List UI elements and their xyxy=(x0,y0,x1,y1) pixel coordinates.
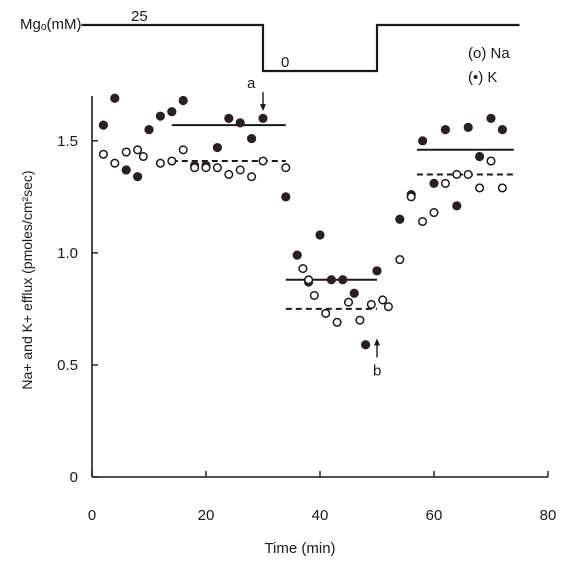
mg-trace-label: Mgₒ(mM) xyxy=(20,16,81,33)
annotation-arrow-head xyxy=(260,104,266,112)
mg-trace xyxy=(81,23,520,73)
k-data-point xyxy=(315,230,325,240)
na-data-point xyxy=(309,290,319,301)
na-data-point xyxy=(366,299,376,309)
k-data-point xyxy=(258,113,268,124)
k-data-point xyxy=(418,136,428,146)
na-data-point xyxy=(98,149,108,159)
mg-trace-value: 25 xyxy=(131,8,148,25)
na-data-point xyxy=(201,163,211,173)
na-data-point xyxy=(463,169,473,179)
y-tick-label: 1.5 xyxy=(57,133,78,150)
na-data-point xyxy=(486,156,496,166)
na-data-point xyxy=(497,183,507,193)
data-points xyxy=(98,93,507,350)
k-data-point xyxy=(235,118,245,128)
na-data-point xyxy=(138,151,148,162)
na-data-point xyxy=(395,255,405,265)
k-data-point xyxy=(144,125,154,135)
k-data-point xyxy=(463,122,473,132)
na-data-point xyxy=(235,165,245,175)
k-data-point xyxy=(429,178,439,189)
na-data-point xyxy=(224,169,234,179)
na-data-point xyxy=(440,178,450,188)
k-data-point xyxy=(110,93,120,103)
k-data-point xyxy=(486,113,496,124)
k-data-point xyxy=(167,107,177,117)
k-data-point xyxy=(212,142,222,153)
na-data-point xyxy=(247,172,257,182)
k-data-point xyxy=(178,95,188,106)
k-data-point xyxy=(281,192,291,202)
x-axis-label: Time (min) xyxy=(264,540,335,557)
na-data-point xyxy=(475,183,485,193)
k-data-point xyxy=(292,250,302,260)
na-data-point xyxy=(155,158,165,168)
na-data-point xyxy=(332,317,342,327)
k-data-point xyxy=(361,340,371,350)
na-data-point xyxy=(212,163,222,173)
y-tick-label: 1.0 xyxy=(57,245,78,262)
x-tick-label: 60 xyxy=(426,507,443,524)
y-axis-label: Na+ and K+ efflux (pmoles/cm²sec) xyxy=(19,170,35,389)
k-data-point xyxy=(440,125,450,135)
na-data-point xyxy=(121,147,131,157)
k-data-point xyxy=(224,113,234,124)
na-data-point xyxy=(429,207,439,218)
na-data-point xyxy=(383,302,393,312)
na-data-point xyxy=(281,163,291,173)
x-tick-label: 0 xyxy=(88,507,96,524)
k-data-point xyxy=(326,275,336,285)
na-data-point xyxy=(378,295,388,305)
na-data-point xyxy=(298,264,308,274)
na-data-point xyxy=(343,297,354,307)
x-axis-ticks: 0 20 40 60 80 xyxy=(88,471,557,524)
k-data-point xyxy=(98,120,108,130)
na-data-point xyxy=(304,275,314,285)
legend-label: (o) Na xyxy=(468,45,510,62)
k-data-point xyxy=(372,266,382,276)
legend-label: (•) K xyxy=(468,69,497,86)
mg-trace-line xyxy=(81,23,520,73)
na-data-point xyxy=(406,192,416,202)
na-data-point xyxy=(133,145,143,155)
na-data-point xyxy=(452,169,462,179)
k-data-point xyxy=(133,172,143,182)
na-data-point xyxy=(190,163,200,173)
k-data-point xyxy=(338,275,348,285)
na-data-point xyxy=(110,158,120,168)
k-data-point xyxy=(247,133,257,144)
y-tick-label: 0 xyxy=(70,469,78,486)
na-data-point xyxy=(355,315,365,325)
mg-trace-value: 0 xyxy=(281,54,289,71)
na-data-point xyxy=(258,156,268,166)
annotation-arrow-head xyxy=(374,338,380,346)
k-data-point xyxy=(121,165,131,175)
k-data-point xyxy=(155,111,165,121)
na-data-point xyxy=(418,216,428,227)
x-tick-label: 20 xyxy=(198,507,215,524)
k-data-point xyxy=(349,288,359,298)
x-tick-label: 80 xyxy=(540,507,557,524)
y-tick-label: 0.5 xyxy=(57,357,78,374)
k-data-point xyxy=(475,151,485,162)
na-data-point xyxy=(321,308,331,318)
k-data-point xyxy=(497,125,507,135)
mg-trace-values: 25 0 xyxy=(131,8,289,71)
legend: (o) Na (•) K xyxy=(468,45,510,86)
annotations: ab xyxy=(247,75,381,379)
annotation-label: a xyxy=(247,75,256,92)
k-data-point xyxy=(395,214,405,224)
na-data-point xyxy=(167,156,177,166)
y-axis-ticks: 0 0.5 1.0 1.5 xyxy=(57,133,98,486)
na-data-point xyxy=(178,145,188,155)
k-data-point xyxy=(452,201,462,211)
annotation-label: b xyxy=(373,362,381,379)
x-tick-label: 40 xyxy=(312,507,329,524)
